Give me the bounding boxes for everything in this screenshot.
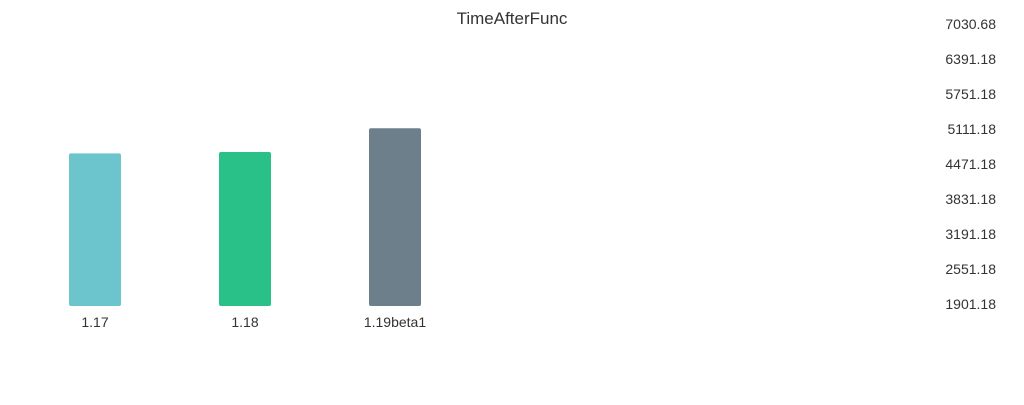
- y-tick-label: 5111.18: [947, 121, 996, 137]
- bar-1-18[interactable]: [219, 152, 271, 306]
- y-tick-label: 4471.18: [945, 156, 996, 172]
- x-tick-label: 1.18: [231, 314, 258, 330]
- y-tick-label: 3191.18: [945, 226, 996, 242]
- chart-title: TimeAfterFunc: [457, 9, 568, 28]
- bar-1-19beta1[interactable]: [369, 128, 421, 306]
- y-tick-label: 7030.68: [945, 16, 996, 32]
- y-tick-label: 2551.18: [945, 261, 996, 277]
- y-tick-label: 6391.18: [945, 51, 996, 67]
- bar-series: [69, 128, 421, 306]
- x-tick-label: 1.19beta1: [364, 314, 426, 330]
- y-tick-label: 3831.18: [945, 191, 996, 207]
- x-axis: 1.17 1.18 1.19beta1: [81, 314, 426, 330]
- x-tick-label: 1.17: [81, 314, 108, 330]
- y-tick-label: 5751.18: [945, 86, 996, 102]
- y-tick-label: 1901.18: [945, 296, 996, 312]
- bar-1-17[interactable]: [69, 153, 121, 306]
- y-axis: 1901.18 2551.18 3191.18 3831.18 4471.18 5111.…: [945, 16, 996, 312]
